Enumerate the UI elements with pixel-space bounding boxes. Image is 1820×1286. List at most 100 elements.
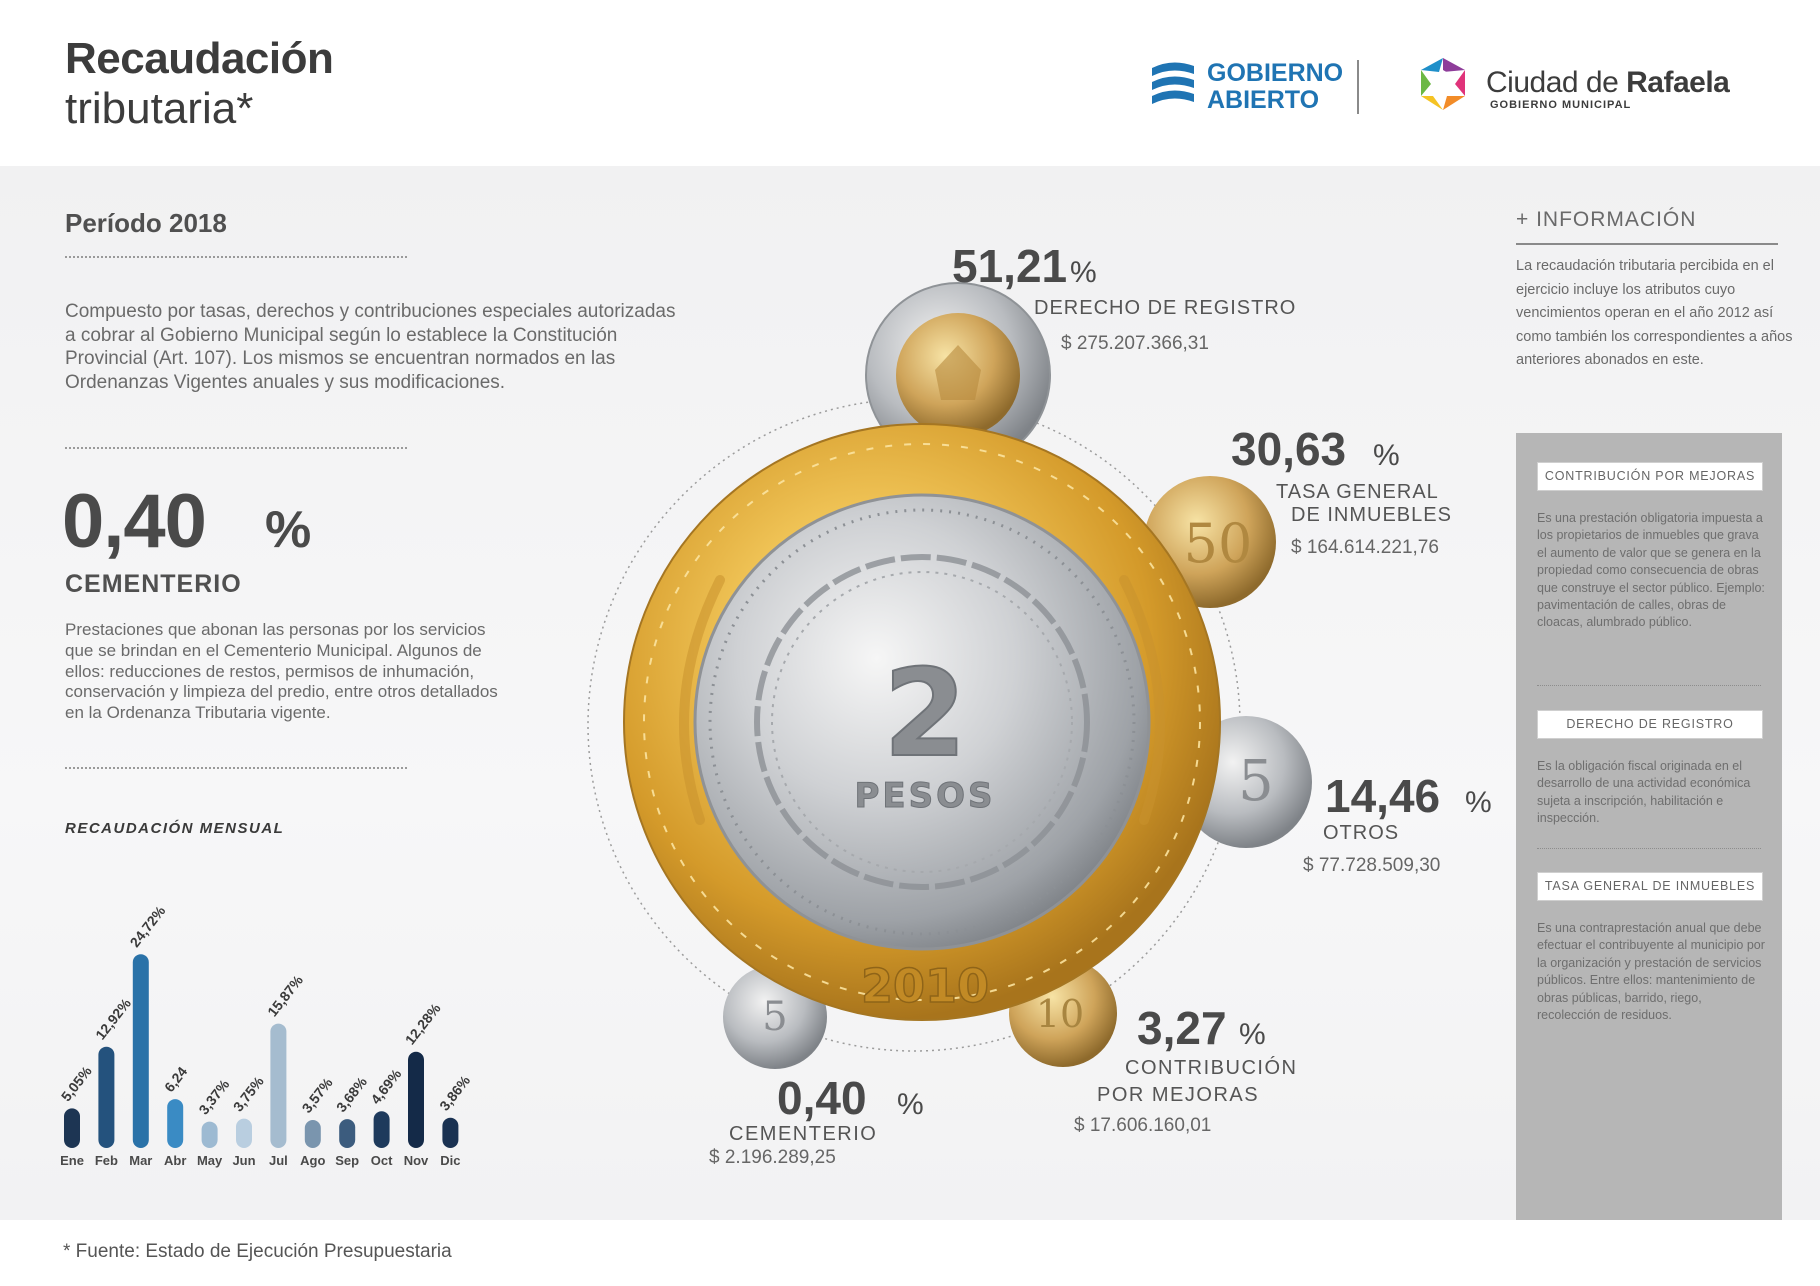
coin-1-peso-icon xyxy=(865,282,1051,468)
bar-value-label: 15,87% xyxy=(264,972,306,1020)
page-subtitle: tributaria* xyxy=(65,84,254,133)
coin-denomination: 2 xyxy=(883,645,967,784)
bar-mar xyxy=(132,954,149,1148)
intro-text: Compuesto por tasas, derechos y contribu… xyxy=(65,301,676,393)
month-tick-label: Jul xyxy=(269,1153,288,1168)
definition-tag: CONTRIBUCIÓN POR MEJORAS xyxy=(1537,462,1763,491)
amount: $ 77.728.509,30 xyxy=(1303,855,1440,876)
definition-text: Es una contraprestación anual que debe e… xyxy=(1537,921,1765,1023)
definitions-box xyxy=(1516,433,1782,1220)
bar-abr xyxy=(167,1099,184,1148)
month-tick-label: Abr xyxy=(164,1153,186,1168)
bar-value-label: 3,57% xyxy=(299,1074,336,1116)
category-cementerio: 0,40 % CEMENTERIO $ 2.196.289,25 xyxy=(709,1072,924,1168)
ciudad-rafaela-logo-icon xyxy=(1421,58,1465,110)
bar-sep xyxy=(339,1119,356,1148)
ciudad-rafaela-logo-subtitle: GOBIERNO MUNICIPAL xyxy=(1490,99,1632,111)
ciudad-rafaela-logo: Ciudad de Rafaela xyxy=(1486,66,1730,100)
category-label: TASA GENERAL xyxy=(1276,481,1439,503)
month-tick-label: Ago xyxy=(300,1153,325,1168)
month-tick-label: Dic xyxy=(440,1153,460,1168)
info-divider xyxy=(1516,243,1778,245)
gobierno-abierto-logo: GOBIERNO ABIERTO xyxy=(1207,60,1343,114)
info-title: + INFORMACIÓN xyxy=(1516,208,1697,231)
definition-divider xyxy=(1537,685,1761,686)
bar-ene xyxy=(64,1108,80,1148)
month-tick-label: May xyxy=(197,1153,223,1168)
amount: $ 164.614.221,76 xyxy=(1291,537,1439,558)
bar-value-label: 12,92% xyxy=(92,995,134,1043)
highlight-description: Prestaciones que abonan las personas por… xyxy=(65,620,498,723)
percentage-value: 51,21 xyxy=(952,240,1067,292)
category-label: DE INMUEBLES xyxy=(1291,504,1452,526)
highlight-percent-sign: % xyxy=(265,501,312,559)
category-label: OTROS xyxy=(1323,822,1399,844)
info-text: La recaudación tributaria percibida en e… xyxy=(1516,258,1793,368)
gobierno-abierto-logo-icon xyxy=(1152,62,1194,104)
svg-text:10: 10 xyxy=(1036,992,1084,1036)
percent-sign: % xyxy=(1373,439,1400,472)
month-tick-label: Sep xyxy=(335,1153,359,1168)
percentage-value: 0,40 xyxy=(777,1072,867,1124)
period-heading: Período 2018 xyxy=(65,208,227,238)
bar-may xyxy=(201,1121,218,1148)
category-label: CEMENTERIO xyxy=(729,1123,877,1145)
percentage-value: 30,63 xyxy=(1231,423,1346,475)
bar-value-label: 3,86% xyxy=(436,1072,473,1114)
category-contribucion-mejoras: 3,27 % CONTRIBUCIÓN POR MEJORAS $ 17.606… xyxy=(1074,1002,1297,1136)
month-tick-label: Oct xyxy=(371,1153,393,1168)
page-title: Recaudación xyxy=(65,34,334,83)
bar-feb xyxy=(98,1046,115,1148)
bar-dic xyxy=(442,1117,459,1148)
definition-tag: DERECHO DE REGISTRO xyxy=(1537,710,1763,739)
month-tick-label: Mar xyxy=(129,1153,152,1168)
month-tick-label: Jun xyxy=(232,1153,255,1168)
bar-value-label: 24,72% xyxy=(127,902,169,950)
bar-value-label: 4,69% xyxy=(367,1066,404,1108)
monthly-chart-title: RECAUDACIÓN MENSUAL xyxy=(65,820,285,837)
dotted-divider xyxy=(65,256,407,258)
definition-divider xyxy=(1537,848,1761,849)
amount: $ 275.207.366,31 xyxy=(1061,333,1209,354)
month-tick-label: Ene xyxy=(60,1153,84,1168)
highlight-percentage: 0,40 xyxy=(62,479,207,564)
bar-oct xyxy=(373,1111,390,1148)
coin-currency: PESOS xyxy=(854,776,995,816)
category-label: DERECHO DE REGISTRO xyxy=(1034,297,1296,319)
logo-divider xyxy=(1357,60,1359,114)
percentage-value: 14,46 xyxy=(1325,770,1440,822)
definition-text: Es la obligación fiscal originada en el … xyxy=(1537,759,1751,826)
category-otros: 14,46 % OTROS $ 77.728.509,30 xyxy=(1303,770,1492,876)
logo-text-line1: GOBIERNO xyxy=(1207,59,1344,87)
source-footnote: * Fuente: Estado de Ejecución Presupuest… xyxy=(63,1241,452,1262)
monthly-bar-chart: 5,05% Ene 12,92% Feb 24,72% Mar 6,24 Abr 3,37% Ma… xyxy=(58,902,474,1168)
logo-city-name: Rafaela xyxy=(1626,66,1730,99)
svg-text:50: 50 xyxy=(1184,512,1253,575)
bar-nov xyxy=(408,1051,424,1148)
bar-value-label: 6,24 xyxy=(161,1063,191,1094)
coin-year: 2010 xyxy=(861,959,989,1013)
category-derecho-registro: 51,21 % DERECHO DE REGISTRO $ 275.207.36… xyxy=(952,240,1296,354)
category-label: POR MEJORAS xyxy=(1097,1084,1259,1106)
amount: $ 17.606.160,01 xyxy=(1074,1115,1211,1136)
month-tick-label: Feb xyxy=(95,1153,118,1168)
percent-sign: % xyxy=(1239,1018,1266,1051)
dotted-divider xyxy=(65,447,407,449)
bar-value-label: 3,75% xyxy=(230,1073,267,1115)
percentage-value: 3,27 xyxy=(1137,1002,1227,1054)
category-label: CONTRIBUCIÓN xyxy=(1125,1056,1297,1079)
percent-sign: % xyxy=(1465,786,1492,819)
bar-ago xyxy=(304,1120,321,1148)
bar-value-label: 3,37% xyxy=(195,1076,232,1118)
bar-value-label: 5,05% xyxy=(58,1063,95,1105)
bar-value-label: 12,28% xyxy=(402,1000,444,1048)
percent-sign: % xyxy=(897,1088,924,1121)
highlight-label: CEMENTERIO xyxy=(65,570,242,598)
bar-jul xyxy=(270,1023,287,1148)
coin-2-pesos-icon: 2 PESOS 2010 xyxy=(623,423,1221,1021)
svg-text:5: 5 xyxy=(762,994,787,1040)
amount: $ 2.196.289,25 xyxy=(709,1147,836,1168)
dotted-divider xyxy=(65,767,407,769)
percent-sign: % xyxy=(1070,256,1097,289)
